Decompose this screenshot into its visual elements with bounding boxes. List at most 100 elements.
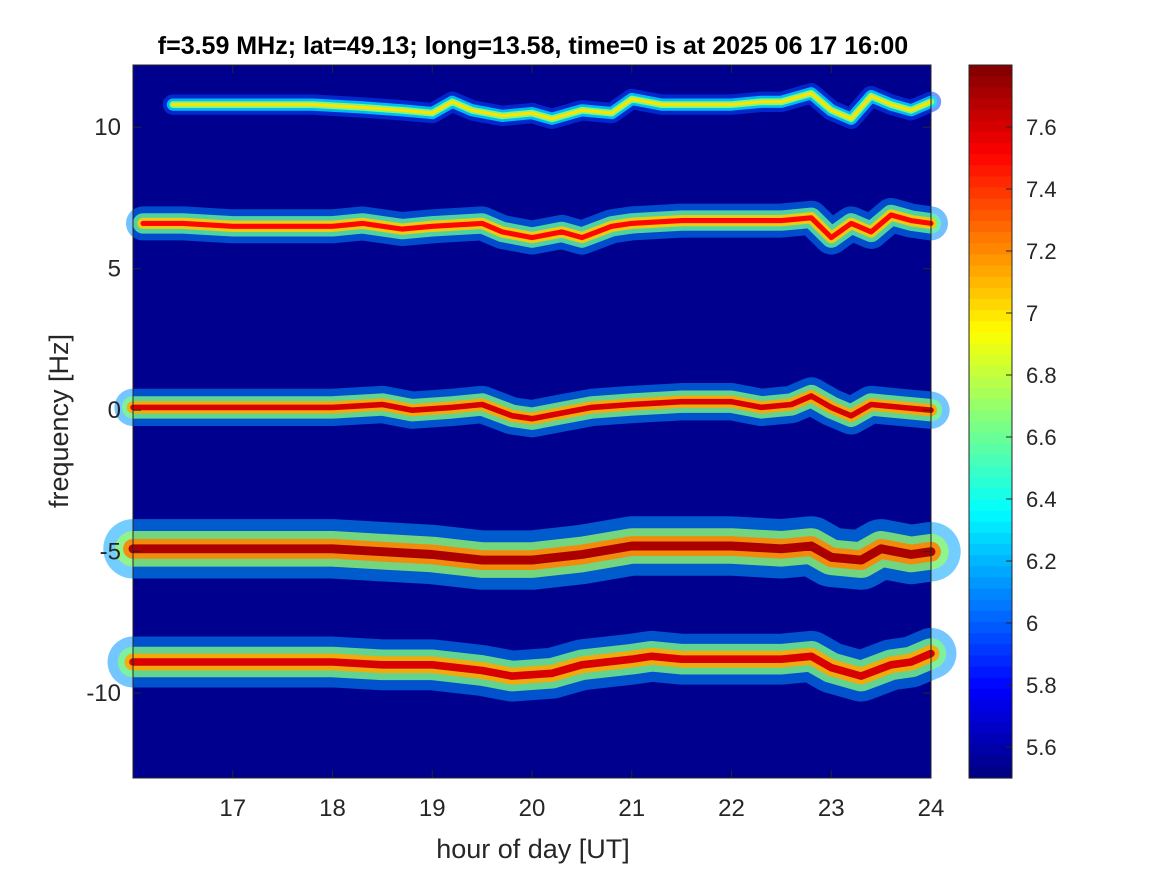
colorbar-step (969, 343, 1012, 356)
colorbar-step (969, 711, 1012, 723)
plot-marks (103, 83, 961, 702)
colorbar-step (969, 599, 1012, 612)
colorbar-step (969, 666, 1012, 679)
x-tick-label: 22 (718, 795, 745, 822)
trace-1-core (140, 212, 934, 241)
colorbar-step (969, 98, 1012, 111)
colorbar-step (969, 310, 1012, 322)
colorbar-step (969, 532, 1012, 545)
colorbar-step (969, 87, 1012, 100)
colorbar-tick-label: 7 (1026, 301, 1038, 326)
trace-4 (107, 628, 957, 702)
colorbar-step (969, 65, 1012, 77)
colorbar-step (969, 432, 1012, 445)
colorbar-step (969, 165, 1012, 178)
colorbar-step (969, 466, 1012, 478)
x-tick-label: 24 (918, 795, 945, 822)
x-axis-ticks: 17 18 19 20 21 22 23 24 (219, 65, 944, 822)
trace-2 (114, 377, 950, 438)
colorbar-step (969, 321, 1012, 333)
colorbar-tick-label: 7.6 (1026, 115, 1057, 140)
colorbar-step (969, 142, 1012, 155)
colorbar-tick-label: 6.2 (1026, 549, 1057, 574)
trace-4-core (129, 649, 935, 680)
colorbar-step (969, 287, 1012, 300)
colorbar-step (969, 354, 1012, 367)
colorbar-step (969, 488, 1012, 501)
colorbar-step (969, 610, 1012, 623)
colorbar-step (969, 499, 1012, 512)
y-axis-ticks: 10 5 0 -5 -10 (86, 114, 931, 707)
colorbar-step (969, 700, 1012, 712)
colorbar-step (969, 298, 1012, 311)
colorbar-step (969, 131, 1012, 144)
colorbar-step (969, 220, 1012, 233)
colorbar-step (969, 766, 1012, 779)
colorbar-tick-label: 5.6 (1026, 735, 1057, 760)
colorbar-step (969, 443, 1012, 456)
colorbar-step (969, 477, 1012, 489)
colorbar-step (969, 521, 1012, 534)
colorbar-step (969, 510, 1012, 523)
colorbar-step (969, 399, 1012, 411)
colorbar-step (969, 566, 1012, 579)
colorbar-tick-label: 7.4 (1026, 177, 1057, 202)
x-axis-label: hour of day [UT] (436, 834, 630, 864)
chart-title: f=3.59 MHz; lat=49.13; long=13.58, time=… (158, 32, 908, 60)
colorbar (969, 65, 1012, 779)
colorbar-step (969, 622, 1012, 634)
colorbar-tick-label: 6.8 (1026, 363, 1057, 388)
x-tick-label: 21 (618, 795, 645, 822)
trace-0 (162, 83, 942, 130)
y-tick-label: 0 (108, 397, 121, 424)
colorbar-step (969, 688, 1012, 701)
colorbar-step (969, 633, 1012, 645)
colorbar-step (969, 76, 1012, 88)
colorbar-step (969, 198, 1012, 211)
colorbar-step (969, 555, 1012, 567)
colorbar-step (969, 187, 1012, 200)
trace-3 (103, 516, 961, 590)
colorbar-tick-label: 6.4 (1026, 487, 1057, 512)
colorbar-tick-label: 6 (1026, 611, 1038, 636)
colorbar-step (969, 365, 1012, 378)
colorbar-step (969, 410, 1012, 423)
colorbar-step (969, 265, 1012, 278)
colorbar-step (969, 744, 1012, 757)
colorbar-tick-label: 7.2 (1026, 239, 1057, 264)
y-tick-label: 5 (108, 256, 121, 283)
colorbar-frame (968, 64, 1013, 779)
colorbar-step (969, 209, 1012, 222)
trace-1 (126, 198, 948, 255)
colorbar-step (969, 332, 1012, 345)
trace-3-core (128, 541, 936, 565)
colorbar-step (969, 644, 1012, 657)
colorbar-step (969, 454, 1012, 467)
colorbar-step (969, 254, 1012, 267)
y-tick-label: -5 (100, 539, 121, 566)
x-tick-label: 23 (818, 795, 845, 822)
colorbar-step (969, 376, 1012, 389)
x-tick-label: 18 (319, 795, 346, 822)
colorbar-tick-label: 5.8 (1026, 673, 1057, 698)
y-tick-label: -10 (86, 680, 121, 707)
x-tick-label: 20 (519, 795, 546, 822)
colorbar-step (969, 588, 1012, 601)
trace-0-core (171, 91, 933, 121)
colorbar-step (969, 120, 1012, 133)
colorbar-step (969, 755, 1012, 768)
colorbar-ticks: 7.6 7.4 7.2 7 6.8 6.6 6.4 6.2 6 5.8 5.6 (1006, 115, 1057, 760)
colorbar-step (969, 421, 1012, 434)
y-tick-label: 10 (94, 114, 121, 141)
x-tick-label: 17 (219, 795, 246, 822)
colorbar-tick-label: 6.6 (1026, 425, 1057, 450)
colorbar-step (969, 232, 1012, 244)
y-axis-label: frequency [Hz] (44, 334, 74, 508)
colorbar-step (969, 276, 1012, 289)
colorbar-step (969, 722, 1012, 735)
colorbar-step (969, 733, 1012, 746)
colorbar-step (969, 388, 1012, 400)
colorbar-step (969, 176, 1012, 189)
